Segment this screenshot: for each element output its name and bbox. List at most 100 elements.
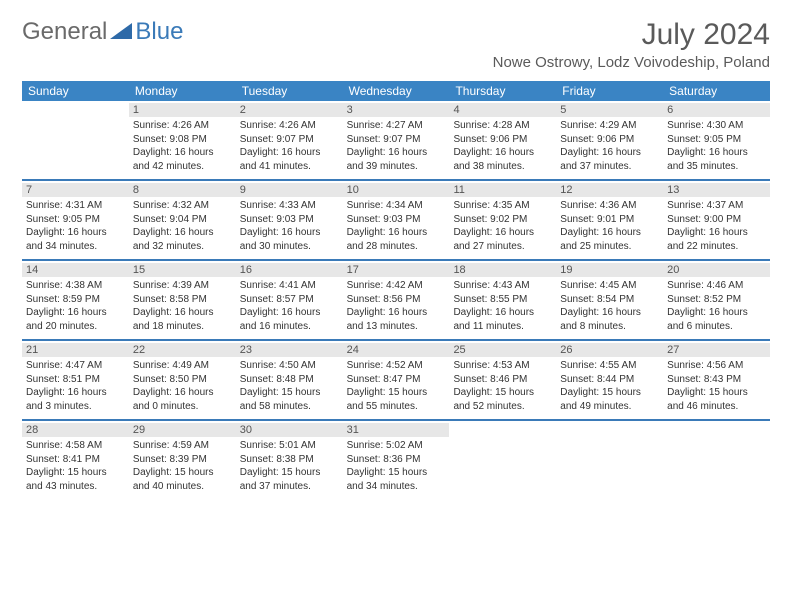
month-title: July 2024	[493, 18, 770, 52]
sunrise-text: Sunrise: 4:31 AM	[26, 199, 125, 213]
daylight-text: Daylight: 16 hours and 16 minutes.	[240, 306, 339, 333]
sunrise-text: Sunrise: 4:45 AM	[560, 279, 659, 293]
daylight-text: Daylight: 16 hours and 34 minutes.	[26, 226, 125, 253]
calendar: Sunday Monday Tuesday Wednesday Thursday…	[22, 81, 770, 499]
sunrise-text: Sunrise: 4:56 AM	[667, 359, 766, 373]
day-cell: 8Sunrise: 4:32 AMSunset: 9:04 PMDaylight…	[129, 181, 236, 259]
daylight-text: Daylight: 15 hours and 58 minutes.	[240, 386, 339, 413]
daylight-text: Daylight: 16 hours and 27 minutes.	[453, 226, 552, 253]
sunset-text: Sunset: 8:47 PM	[347, 373, 446, 387]
day-cell: 28Sunrise: 4:58 AMSunset: 8:41 PMDayligh…	[22, 421, 129, 499]
day-number: 27	[663, 343, 770, 357]
week-row: 28Sunrise: 4:58 AMSunset: 8:41 PMDayligh…	[22, 421, 770, 499]
daylight-text: Daylight: 16 hours and 30 minutes.	[240, 226, 339, 253]
day-cell: 18Sunrise: 4:43 AMSunset: 8:55 PMDayligh…	[449, 261, 556, 339]
sunrise-text: Sunrise: 5:01 AM	[240, 439, 339, 453]
daylight-text: Daylight: 15 hours and 52 minutes.	[453, 386, 552, 413]
sunrise-text: Sunrise: 4:34 AM	[347, 199, 446, 213]
sunrise-text: Sunrise: 4:37 AM	[667, 199, 766, 213]
sunset-text: Sunset: 8:36 PM	[347, 453, 446, 467]
sunset-text: Sunset: 9:04 PM	[133, 213, 232, 227]
sunset-text: Sunset: 8:43 PM	[667, 373, 766, 387]
day-number: 23	[236, 343, 343, 357]
day-number: 20	[663, 263, 770, 277]
day-number: 31	[343, 423, 450, 437]
daylight-text: Daylight: 16 hours and 6 minutes.	[667, 306, 766, 333]
brand-blue: Blue	[135, 18, 183, 46]
brand-triangle-icon	[110, 18, 132, 46]
sunrise-text: Sunrise: 4:39 AM	[133, 279, 232, 293]
sunrise-text: Sunrise: 4:30 AM	[667, 119, 766, 133]
day-number: 24	[343, 343, 450, 357]
daylight-text: Daylight: 16 hours and 20 minutes.	[26, 306, 125, 333]
day-number: 8	[129, 183, 236, 197]
weekday-header: Wednesday	[343, 81, 450, 101]
sunrise-text: Sunrise: 4:50 AM	[240, 359, 339, 373]
day-cell: 6Sunrise: 4:30 AMSunset: 9:05 PMDaylight…	[663, 101, 770, 179]
sunrise-text: Sunrise: 4:38 AM	[26, 279, 125, 293]
weekday-header: Sunday	[22, 81, 129, 101]
day-number: 17	[343, 263, 450, 277]
sunrise-text: Sunrise: 4:46 AM	[667, 279, 766, 293]
day-cell: 13 Sunrise: 4:37 AMSunset: 9:00 PMDayligh…	[663, 181, 770, 259]
location-text: Nowe Ostrowy, Lodz Voivodeship, Poland	[493, 54, 770, 71]
weekday-header: Thursday	[449, 81, 556, 101]
sunrise-text: Sunrise: 4:36 AM	[560, 199, 659, 213]
sunrise-text: Sunrise: 4:27 AM	[347, 119, 446, 133]
sunset-text: Sunset: 9:05 PM	[26, 213, 125, 227]
sunset-text: Sunset: 9:00 PM	[667, 213, 766, 227]
weekday-header: Friday	[556, 81, 663, 101]
day-cell: 30Sunrise: 5:01 AMSunset: 8:38 PMDayligh…	[236, 421, 343, 499]
day-number: 21	[22, 343, 129, 357]
title-block: July 2024 Nowe Ostrowy, Lodz Voivodeship…	[493, 18, 770, 77]
week-row: 21Sunrise: 4:47 AMSunset: 8:51 PMDayligh…	[22, 341, 770, 421]
sunset-text: Sunset: 8:41 PM	[26, 453, 125, 467]
day-number: 11	[449, 183, 556, 197]
weekday-header: Saturday	[663, 81, 770, 101]
daylight-text: Daylight: 16 hours and 32 minutes.	[133, 226, 232, 253]
day-cell: 25Sunrise: 4:53 AMSunset: 8:46 PMDayligh…	[449, 341, 556, 419]
daylight-text: Daylight: 16 hours and 37 minutes.	[560, 146, 659, 173]
sunset-text: Sunset: 8:44 PM	[560, 373, 659, 387]
sunset-text: Sunset: 8:56 PM	[347, 293, 446, 307]
weekday-header-row: Sunday Monday Tuesday Wednesday Thursday…	[22, 81, 770, 101]
day-cell: 14Sunrise: 4:38 AMSunset: 8:59 PMDayligh…	[22, 261, 129, 339]
day-number: 6	[663, 103, 770, 117]
day-number: 19	[556, 263, 663, 277]
page-header: General Blue July 2024 Nowe Ostrowy, Lod…	[22, 18, 770, 77]
sunset-text: Sunset: 8:38 PM	[240, 453, 339, 467]
day-number: 28	[22, 423, 129, 437]
day-number: 26	[556, 343, 663, 357]
day-cell	[556, 421, 663, 499]
day-number: 7	[22, 183, 129, 197]
day-cell: 27Sunrise: 4:56 AMSunset: 8:43 PMDayligh…	[663, 341, 770, 419]
day-cell: 9Sunrise: 4:33 AMSunset: 9:03 PMDaylight…	[236, 181, 343, 259]
sunset-text: Sunset: 8:55 PM	[453, 293, 552, 307]
daylight-text: Daylight: 16 hours and 42 minutes.	[133, 146, 232, 173]
day-cell	[663, 421, 770, 499]
sunrise-text: Sunrise: 4:59 AM	[133, 439, 232, 453]
sunrise-text: Sunrise: 4:49 AM	[133, 359, 232, 373]
week-row: 7Sunrise: 4:31 AMSunset: 9:05 PMDaylight…	[22, 181, 770, 261]
day-number: 15	[129, 263, 236, 277]
day-number: 9	[236, 183, 343, 197]
day-number: 13	[663, 183, 770, 197]
day-number: 14	[22, 263, 129, 277]
daylight-text: Daylight: 16 hours and 22 minutes.	[667, 226, 766, 253]
day-cell: 7 Sunrise: 4:31 AMSunset: 9:05 PMDaylight…	[22, 181, 129, 259]
weeks-container: 1Sunrise: 4:26 AMSunset: 9:08 PMDaylight…	[22, 101, 770, 499]
day-number: 30	[236, 423, 343, 437]
sunrise-text: Sunrise: 4:35 AM	[453, 199, 552, 213]
day-number: 18	[449, 263, 556, 277]
day-number: 3	[343, 103, 450, 117]
sunset-text: Sunset: 8:54 PM	[560, 293, 659, 307]
sunset-text: Sunset: 9:06 PM	[453, 133, 552, 147]
sunset-text: Sunset: 9:01 PM	[560, 213, 659, 227]
daylight-text: Daylight: 16 hours and 39 minutes.	[347, 146, 446, 173]
daylight-text: Daylight: 16 hours and 35 minutes.	[667, 146, 766, 173]
daylight-text: Daylight: 15 hours and 34 minutes.	[347, 466, 446, 493]
sunset-text: Sunset: 8:52 PM	[667, 293, 766, 307]
sunset-text: Sunset: 8:46 PM	[453, 373, 552, 387]
sunrise-text: Sunrise: 4:52 AM	[347, 359, 446, 373]
sunset-text: Sunset: 9:06 PM	[560, 133, 659, 147]
